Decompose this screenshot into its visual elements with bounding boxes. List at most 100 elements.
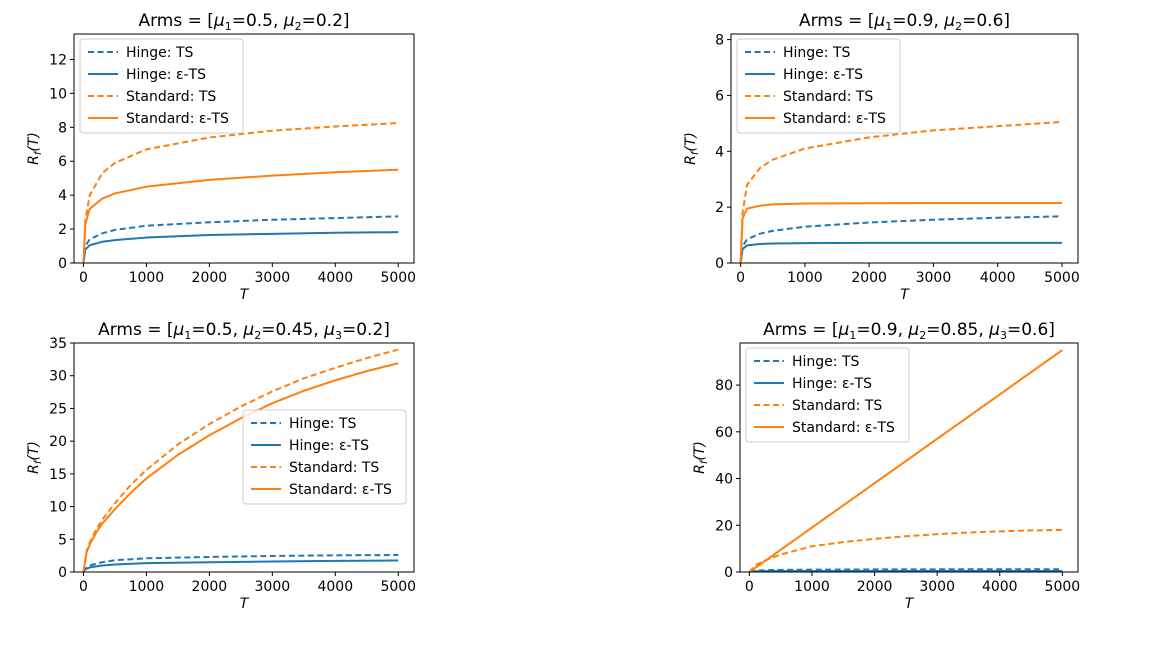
- legend-label: Standard: TS: [126, 89, 216, 105]
- x-axis-label: T: [905, 596, 915, 612]
- y-tick-label: 60: [715, 425, 733, 441]
- series-line-3: [739, 120, 1063, 263]
- series-line-4: [748, 349, 1063, 572]
- plot-area: [82, 122, 399, 263]
- axes-frame: [73, 342, 415, 573]
- chart-panel-3: 0 1000 2000 3000 4000 5000 0 5 10 15 20 25 30 35 T Rf(T…: [26, 320, 416, 612]
- legend-label: Hinge: ε-TS: [792, 376, 872, 392]
- x-tick-label: 1000: [129, 270, 165, 286]
- y-axis-label: Rf(T): [26, 441, 44, 474]
- series-line-1: [82, 215, 399, 263]
- plot-area: [748, 349, 1063, 572]
- y-tick-label: 40: [715, 472, 733, 488]
- legend-label: Hinge: ε-TS: [289, 438, 369, 454]
- y-tick-label: 25: [49, 401, 67, 417]
- y-tick-label: 6: [715, 88, 724, 104]
- y-tick-label: 10: [49, 500, 67, 516]
- chart-title: Arms = [μ1=0.5, μ2=0.2]: [138, 11, 349, 33]
- y-tick-label: 20: [49, 434, 67, 450]
- series-line-2: [739, 241, 1062, 263]
- x-tick-label: 4000: [980, 270, 1016, 286]
- series-line-2: [82, 231, 399, 263]
- series-line-4: [739, 201, 1062, 263]
- legend-label: Hinge: TS: [783, 45, 851, 61]
- x-tick-label: 1000: [787, 270, 823, 286]
- y-tick-label: 8: [715, 33, 724, 49]
- legend-label: Standard: TS: [783, 89, 873, 105]
- y-tick-label: 80: [715, 378, 733, 394]
- x-tick-label: 5000: [380, 579, 416, 595]
- axes-frame: [730, 33, 1079, 264]
- x-tick-label: 1000: [129, 579, 165, 595]
- series-line-4: [82, 362, 399, 572]
- chart-title: Arms = [μ1=0.9, μ2=0.85, μ3=0.6]: [763, 320, 1055, 342]
- x-tick-label: 3000: [255, 270, 291, 286]
- series-line-3: [82, 122, 399, 263]
- x-tick-label: 3000: [255, 579, 291, 595]
- chart-panel-1: 0 1000 2000 3000 4000 5000 0 2 4 6 8 10 12 T Rf(T) Arms…: [26, 11, 416, 303]
- chart-panel-4: 0 1000 2000 3000 4000 5000 0 20 40 60 80 T Rf(T) Arms…: [692, 320, 1080, 612]
- x-tick-label: 1000: [794, 579, 830, 595]
- y-tick-label: 4: [58, 188, 67, 204]
- plot-area: [739, 120, 1063, 263]
- x-tick-label: 4000: [317, 579, 353, 595]
- y-tick-label: 15: [49, 467, 67, 483]
- y-tick-label: 8: [58, 120, 67, 136]
- legend-label: Standard: TS: [792, 398, 882, 414]
- legend: Hinge: TS Hinge: ε-TS Standard: TS Standard…: [736, 38, 901, 134]
- y-tick-label: 4: [715, 144, 724, 160]
- chart-panel-2: 0 1000 2000 3000 4000 5000 0 2 4 6 8 T Rf(T) Arms = […: [683, 11, 1080, 303]
- x-tick-label: 4000: [982, 579, 1018, 595]
- y-tick-label: 2: [58, 222, 67, 238]
- legend-label: Standard: ε-TS: [289, 482, 392, 498]
- series-line-4: [82, 168, 399, 263]
- legend-label: Hinge: ε-TS: [126, 67, 206, 83]
- x-tick-label: 5000: [1045, 579, 1081, 595]
- chart-title: Arms = [μ1=0.9, μ2=0.6]: [799, 11, 1010, 33]
- legend-frame: [745, 347, 910, 443]
- chart-title: Arms = [μ1=0.5, μ2=0.45, μ3=0.2]: [98, 320, 390, 342]
- y-axis-label: Rf(T): [683, 132, 701, 165]
- y-tick-label: 0: [58, 565, 67, 581]
- legend-label: Hinge: TS: [126, 45, 194, 61]
- y-tick-label: 20: [715, 518, 733, 534]
- y-tick-label: 2: [715, 200, 724, 216]
- legend-label: Hinge: TS: [792, 354, 860, 370]
- x-tick-label: 5000: [380, 270, 416, 286]
- x-tick-label: 4000: [317, 270, 353, 286]
- x-tick-label: 0: [79, 579, 88, 595]
- x-tick-label: 3000: [916, 270, 952, 286]
- legend-label: Standard: ε-TS: [792, 420, 895, 436]
- legend-label: Hinge: TS: [289, 416, 357, 432]
- y-tick-label: 10: [49, 86, 67, 102]
- y-tick-label: 30: [49, 369, 67, 385]
- y-tick-label: 35: [49, 336, 67, 352]
- y-axis-label: Rf(T): [26, 132, 44, 165]
- legend: Hinge: TS Hinge: ε-TS Standard: TS Standard…: [242, 409, 407, 505]
- x-tick-label: 5000: [1044, 270, 1080, 286]
- y-tick-label: 0: [724, 565, 733, 581]
- series-line-3: [748, 528, 1063, 572]
- y-tick-label: 12: [49, 52, 67, 68]
- series-line-2: [749, 569, 1063, 572]
- legend: Hinge: TS Hinge: ε-TS Standard: TS Standard…: [79, 38, 244, 134]
- y-tick-label: 6: [58, 154, 67, 170]
- x-tick-label: 0: [745, 579, 754, 595]
- y-tick-label: 0: [58, 256, 67, 272]
- x-axis-label: T: [240, 287, 250, 303]
- legend-label: Standard: ε-TS: [126, 111, 229, 127]
- y-tick-label: 5: [58, 532, 67, 548]
- x-axis-label: T: [240, 596, 250, 612]
- axes-frame: [739, 342, 1079, 573]
- y-tick-label: 0: [715, 256, 724, 272]
- plot-area: [82, 348, 399, 572]
- series-line-3: [82, 348, 399, 572]
- series-line-1: [82, 553, 399, 572]
- legend: Hinge: TS Hinge: ε-TS Standard: TS Standard…: [745, 347, 910, 443]
- x-tick-label: 0: [79, 270, 88, 286]
- x-axis-label: T: [900, 287, 910, 303]
- y-axis-label: Rf(T): [692, 441, 710, 474]
- x-tick-label: 2000: [192, 579, 228, 595]
- x-tick-label: 3000: [919, 579, 955, 595]
